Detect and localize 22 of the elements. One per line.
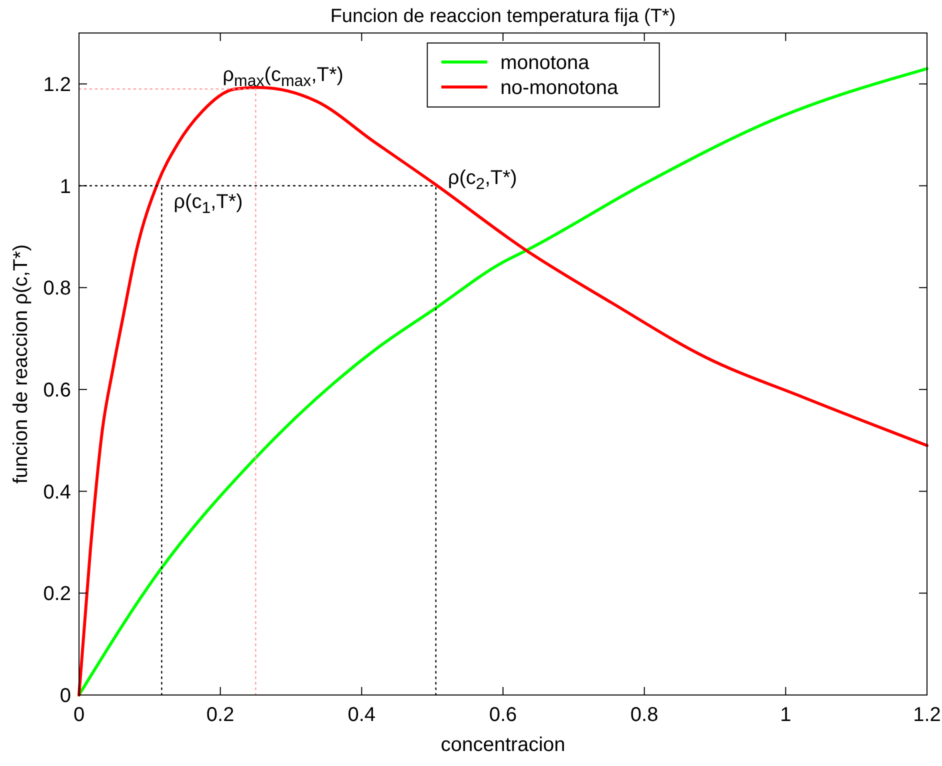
x-axis-title: concentracion [440, 734, 566, 756]
y-tick-label: 0.2 [43, 583, 71, 606]
x-tick-label: 0.4 [348, 704, 376, 726]
annotation: ρ(c$_{1}$,T*) [174, 190, 243, 217]
x-tick-label: 1 [780, 704, 792, 726]
annotation: ρ(c$_{2}$,T*) [448, 166, 518, 193]
y-axis-title: funcion de reaccion ρ(c,T*) [10, 244, 32, 484]
y-tick-label: 0.4 [43, 481, 71, 504]
legend-label: no-monotona [500, 77, 620, 99]
x-tick-label: 0.6 [489, 704, 517, 726]
y-tick-label: 0.6 [43, 379, 71, 402]
x-tick-label: 0.2 [206, 704, 234, 726]
x-tick-label: 0 [73, 704, 85, 726]
x-tick-label: 0.8 [630, 704, 658, 726]
y-tick-label: 0 [60, 685, 71, 707]
chart-title: Funcion de reaccion temperatura fija (T*) [330, 6, 676, 27]
y-tick-label: 1.2 [43, 74, 71, 96]
y-tick-label: 1 [60, 176, 71, 198]
x-tick-label: 1.2 [913, 704, 941, 726]
y-tick-label: 0.8 [43, 278, 71, 300]
legend-label: monotona [500, 52, 590, 74]
annotation: ρ$_{max}$(c$_{max}$,T*) [222, 64, 344, 90]
